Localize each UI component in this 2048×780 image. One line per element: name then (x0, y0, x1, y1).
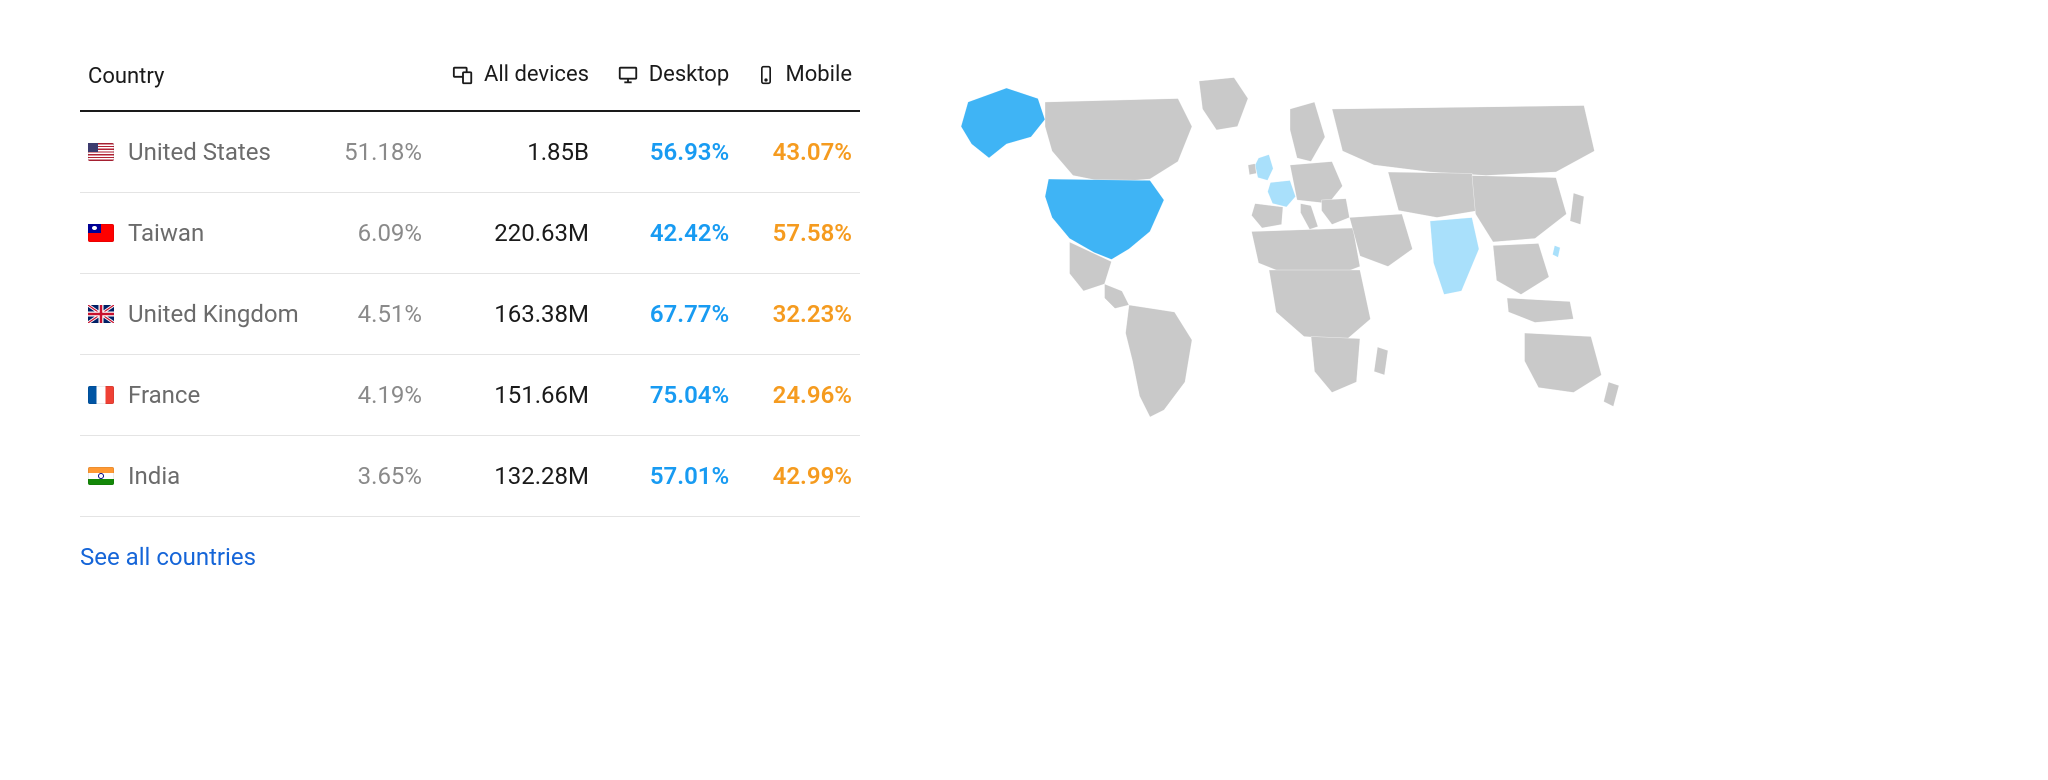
desktop-value: 57.01% (597, 435, 737, 516)
share-value: 4.19% (320, 354, 430, 435)
column-label: All devices (484, 62, 589, 87)
map-region-ireland (1248, 164, 1256, 175)
share-value: 6.09% (320, 192, 430, 273)
map-region-central-asia (1388, 172, 1479, 218)
column-header-all-devices[interactable]: All devices (430, 50, 597, 111)
world-map[interactable] (940, 60, 1968, 428)
map-region-central-america (1105, 284, 1130, 309)
column-label: Country (88, 64, 164, 89)
map-region-italy (1301, 204, 1319, 230)
country-name: Taiwan (128, 219, 204, 247)
column-header-share (320, 50, 430, 111)
map-region-japan (1570, 193, 1584, 225)
map-region-usa (1045, 179, 1164, 260)
map-region-russia (1332, 106, 1595, 176)
desktop-value: 42.42% (597, 192, 737, 273)
all-devices-value: 1.85B (430, 111, 597, 193)
table-row[interactable]: United States 51.18%1.85B56.93%43.07% (80, 111, 860, 193)
share-value: 3.65% (320, 435, 430, 516)
map-region-new-zealand (1604, 382, 1619, 407)
see-all-countries-link[interactable]: See all countries (80, 543, 256, 571)
map-region-central-europe (1290, 162, 1343, 204)
column-header-country[interactable]: Country (80, 50, 320, 111)
map-region-north-africa (1252, 228, 1361, 277)
all-devices-value: 163.38M (430, 273, 597, 354)
mobile-value: 24.96% (737, 354, 860, 435)
table-row[interactable]: India 3.65%132.28M57.01%42.99% (80, 435, 860, 516)
desktop-value: 67.77% (597, 273, 737, 354)
map-region-sea (1493, 243, 1549, 294)
desktop-value: 75.04% (597, 354, 737, 435)
mobile-value: 43.07% (737, 111, 860, 193)
flag-gb-icon (88, 305, 114, 323)
country-table-section: Country All devices (80, 50, 860, 571)
map-region-taiwan (1553, 246, 1561, 258)
map-region-china (1472, 176, 1567, 243)
share-value: 51.18% (320, 111, 430, 193)
map-region-south-america (1126, 305, 1193, 417)
column-header-mobile[interactable]: Mobile (737, 50, 860, 111)
all-devices-value: 151.66M (430, 354, 597, 435)
map-region-indonesia (1507, 298, 1574, 323)
flag-us-icon (88, 143, 114, 161)
desktop-icon (617, 64, 639, 86)
table-row[interactable]: Taiwan 6.09%220.63M42.42%57.58% (80, 192, 860, 273)
country-name: United States (128, 138, 271, 166)
column-label: Mobile (786, 62, 852, 87)
map-region-greenland (1199, 78, 1248, 131)
country-table: Country All devices (80, 50, 860, 517)
share-value: 4.51% (320, 273, 430, 354)
flag-tw-icon (88, 224, 114, 242)
table-row[interactable]: United Kingdom 4.51%163.38M67.77%32.23% (80, 273, 860, 354)
flag-fr-icon (88, 386, 114, 404)
mobile-value: 42.99% (737, 435, 860, 516)
country-name: India (128, 462, 180, 490)
table-row[interactable]: France 4.19%151.66M75.04%24.96% (80, 354, 860, 435)
country-name: France (128, 381, 200, 409)
country-name: United Kingdom (128, 300, 299, 328)
map-region-central-africa (1269, 270, 1371, 340)
map-region-scandinavia (1290, 102, 1325, 162)
world-map-section (920, 50, 1968, 571)
all-devices-value: 220.63M (430, 192, 597, 273)
map-region-uk (1255, 155, 1273, 181)
mobile-value: 32.23% (737, 273, 860, 354)
map-region-southern-africa (1311, 337, 1360, 393)
flag-in-icon (88, 467, 114, 485)
map-region-iberia (1252, 204, 1284, 229)
desktop-value: 56.93% (597, 111, 737, 193)
devices-icon (452, 64, 474, 86)
map-region-madagascar (1374, 347, 1388, 375)
mobile-value: 57.58% (737, 192, 860, 273)
map-region-canada (1045, 99, 1192, 183)
map-region-france (1268, 180, 1296, 207)
all-devices-value: 132.28M (430, 435, 597, 516)
mobile-icon (756, 64, 776, 86)
map-region-balkans (1322, 199, 1350, 225)
map-region-middle-east (1350, 214, 1413, 267)
map-region-india (1430, 218, 1479, 295)
map-region-alaska (961, 88, 1045, 158)
column-header-desktop[interactable]: Desktop (597, 50, 737, 111)
map-region-australia (1525, 333, 1602, 393)
column-label: Desktop (649, 62, 730, 87)
